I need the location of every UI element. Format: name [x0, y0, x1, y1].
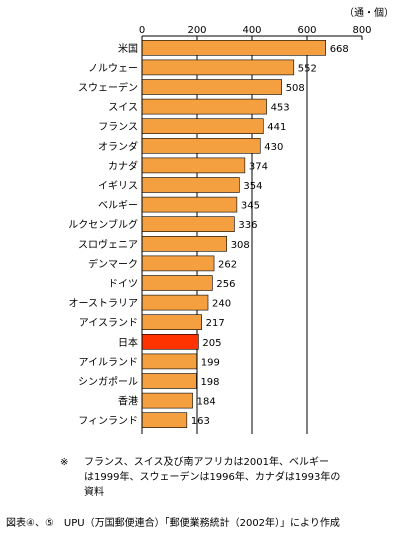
value-label: 198: [200, 377, 219, 388]
bar: [141, 392, 193, 409]
value-labels: 668 552 508 453 441 430 374 354 345 336 308 262 256 2…: [191, 44, 349, 427]
value-label: 430: [264, 142, 283, 153]
value-label: 508: [286, 83, 305, 94]
x-tick-label: 200: [187, 25, 206, 36]
category-label: スロヴェニア: [78, 238, 138, 251]
category-label: シンガポール: [78, 376, 138, 388]
category-label: スウェーデン: [78, 81, 138, 94]
category-label: フランス: [98, 121, 138, 133]
x-tick-label: 400: [242, 25, 261, 36]
bar: [141, 157, 246, 174]
category-label: デンマーク: [88, 257, 138, 270]
note-text: フランス、スイス及び南アフリカは2001年、ベルギー は1999年、スウェーデン…: [84, 455, 394, 500]
x-axis-ticks: 0 200 400 600 800: [139, 25, 372, 40]
x-tick-label: 600: [297, 25, 316, 36]
x-tick-label: 800: [352, 25, 371, 36]
note-line: フランス、スイス及び南アフリカは2001年、ベルギー: [84, 457, 329, 468]
x-tick-label: 0: [139, 25, 145, 36]
bar: [141, 294, 209, 311]
bar: [141, 196, 238, 213]
category-label: オランダ: [98, 140, 138, 153]
bar: [141, 138, 261, 154]
value-label: 205: [202, 338, 221, 349]
value-label: 199: [201, 357, 220, 368]
value-label: 668: [330, 44, 349, 55]
bar: [141, 39, 326, 56]
bar-chart: 0 200 400 600 800 （通・個） 米国ノルウェースウェーデンスイスフランス…: [68, 6, 394, 434]
value-label: 345: [241, 201, 260, 212]
category-label: ドイツ: [108, 279, 138, 290]
note-line: は1999年、スウェーデンは1996年、カナダは1993年の: [84, 472, 341, 483]
category-label: ベルギー: [98, 200, 138, 212]
category-label: 米国: [118, 42, 138, 55]
bar: [141, 255, 215, 272]
bar: [141, 118, 264, 134]
bar: [141, 98, 267, 115]
category-label: ルクセンブルグ: [68, 218, 138, 231]
value-label: 374: [249, 161, 268, 172]
value-label: 453: [271, 103, 290, 114]
category-label: アイルランド: [79, 356, 139, 368]
category-label: イギリス: [98, 180, 138, 192]
unit-label: （通・個）: [344, 6, 394, 19]
value-label: 262: [218, 259, 237, 270]
bar: [141, 373, 197, 389]
category-label: 香港: [118, 396, 138, 408]
value-label: 441: [267, 122, 286, 133]
value-label: 240: [212, 299, 231, 310]
bar: [141, 177, 240, 193]
value-label: 184: [197, 397, 216, 408]
value-label: 308: [231, 240, 250, 251]
value-label: 217: [206, 318, 225, 329]
bar: [141, 333, 199, 350]
bar: [141, 59, 295, 76]
bar: [141, 412, 188, 429]
category-label: カナダ: [108, 159, 138, 172]
bar: [141, 236, 227, 252]
source-caption: 図表④、⑤ UPU（万国郵便連合）「郵便業務統計（2002年）」により作成: [6, 518, 340, 529]
category-label: スイス: [108, 103, 138, 114]
category-label: アイスランド: [79, 317, 138, 329]
bar: [141, 353, 198, 370]
bar: [141, 216, 235, 232]
value-label: 336: [238, 220, 257, 231]
value-label: 354: [243, 181, 262, 192]
bar: [141, 275, 213, 291]
category-label: ノルウェー: [88, 62, 138, 74]
value-label: 552: [298, 63, 317, 74]
bar: [141, 314, 202, 331]
note-mark: ※: [60, 457, 69, 468]
note-line: 資料: [84, 487, 104, 498]
category-labels: 米国ノルウェースウェーデンスイスフランスオランダカナダイギリスベルギールクセンブ…: [68, 42, 138, 427]
value-label: 256: [216, 279, 235, 290]
bars: [141, 39, 326, 429]
category-label: オーストラリア: [69, 298, 139, 310]
bar: [141, 79, 282, 95]
value-label: 163: [191, 416, 210, 427]
category-label: 日本: [118, 336, 138, 349]
category-label: フィンランド: [78, 415, 138, 427]
